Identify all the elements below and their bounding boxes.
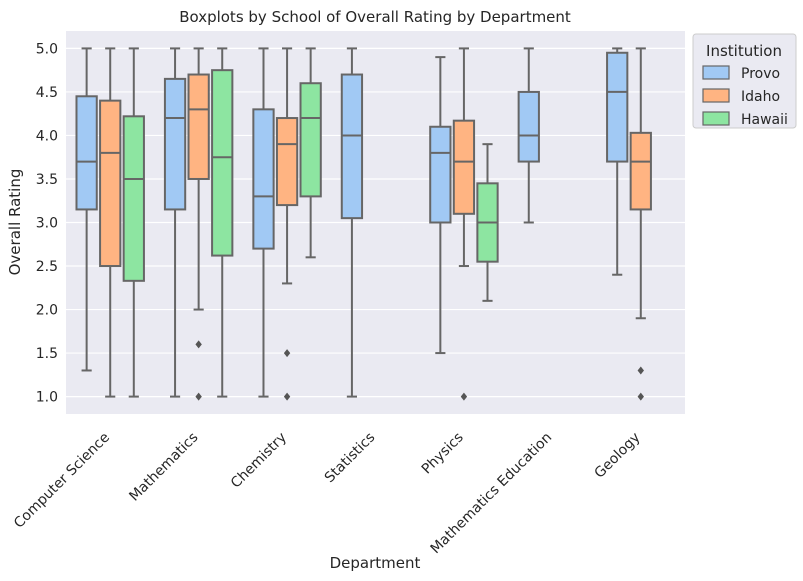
y-tick-4-0: 4.0	[36, 128, 58, 144]
box-idaho-computer-science-iqr	[99, 99, 122, 268]
legend-frame	[692, 33, 797, 129]
box-provo-geology-iqr	[606, 51, 629, 163]
chart-title: Boxplots by School of Overall Rating by …	[179, 8, 571, 26]
x-axis-title: Department	[330, 554, 421, 572]
y-tick-1-5: 1.5	[36, 346, 58, 362]
box-hawaii-computer-science	[122, 47, 145, 398]
x-tick-labels: Computer Science Mathematics Chemistry Stat…	[11, 430, 644, 558]
box-hawaii-mathematics	[211, 47, 234, 398]
y-tick-4-5: 4.5	[36, 85, 58, 101]
legend-swatch-idaho	[702, 88, 730, 103]
box-idaho-computer-science	[99, 47, 122, 398]
box-provo-geology	[606, 47, 629, 276]
legend-label-provo: Provo	[741, 66, 780, 82]
box-provo-chemistry	[252, 47, 275, 398]
box-provo-computer-science-iqr	[75, 95, 98, 211]
legend-swatch-provo	[702, 65, 730, 80]
box-hawaii-mathematics-iqr	[211, 69, 234, 257]
box-provo-statistics-iqr	[340, 73, 364, 220]
y-tick-labels: 1.0 1.5 2.0 2.5 3.0 3.5 4.0 4.5 5.0	[36, 41, 58, 405]
box-idaho-chemistry-iqr	[275, 117, 299, 207]
box-idaho-physics	[452, 47, 476, 401]
x-tick-computer-science: Computer Science	[11, 430, 113, 532]
legend: Institution Provo Idaho Hawaii	[692, 33, 797, 129]
box-hawaii-chemistry	[299, 47, 322, 259]
x-tick-mathematics: Mathematics	[126, 430, 201, 505]
y-tick-1-0: 1.0	[36, 390, 58, 406]
box-idaho-mathematics-outlier-1	[195, 392, 202, 401]
legend-label-hawaii: Hawaii	[741, 112, 788, 128]
box-provo-statistics	[340, 47, 364, 398]
box-idaho-physics-outlier-0	[460, 392, 468, 401]
x-tick-statistics: Statistics	[322, 430, 379, 487]
box-idaho-geology-outlier-1	[637, 392, 644, 401]
box-hawaii-physics	[476, 143, 499, 302]
legend-entries: Provo Idaho Hawaii	[702, 65, 788, 128]
box-idaho-geology	[629, 47, 652, 401]
box-provo-physics-iqr	[429, 125, 452, 224]
x-tick-physics: Physics	[419, 430, 467, 478]
box-idaho-geology-iqr	[629, 131, 652, 211]
box-hawaii-chemistry-iqr	[299, 82, 322, 198]
box-idaho-chemistry-outlier-0	[283, 349, 291, 358]
box-provo-mathematics-iqr	[163, 77, 187, 211]
box-provo-physics	[429, 56, 452, 355]
box-idaho-chemistry	[275, 47, 299, 401]
y-tick-2-5: 2.5	[36, 259, 58, 275]
box-provo-computer-science	[75, 47, 98, 372]
box-idaho-mathematics	[187, 47, 210, 401]
box-idaho-mathematics-iqr	[187, 73, 210, 180]
y-axis-title: Overall Rating	[6, 169, 24, 276]
box-idaho-chemistry-outlier-1	[283, 392, 291, 401]
legend-label-idaho: Idaho	[741, 89, 780, 105]
legend-title: Institution	[706, 42, 782, 60]
box-idaho-geology-outlier-0	[637, 366, 644, 375]
box-provo-mathematics	[163, 47, 187, 398]
box-provo-mathematics-education	[517, 47, 540, 224]
x-tick-geology: Geology	[592, 430, 644, 482]
y-tick-3-5: 3.5	[36, 172, 58, 188]
x-tick-chemistry: Chemistry	[228, 430, 290, 492]
y-tick-5-0: 5.0	[36, 41, 58, 57]
box-hawaii-computer-science-iqr	[122, 115, 145, 282]
boxes	[75, 47, 652, 401]
y-tick-3-0: 3.0	[36, 216, 58, 232]
box-idaho-physics-iqr	[452, 119, 476, 215]
legend-swatch-hawaii	[702, 111, 730, 126]
box-provo-mathematics-education-iqr	[517, 90, 540, 163]
y-tick-2-0: 2.0	[36, 303, 58, 319]
box-idaho-mathematics-outlier-0	[195, 340, 202, 349]
box-provo-chemistry-iqr	[252, 108, 275, 250]
